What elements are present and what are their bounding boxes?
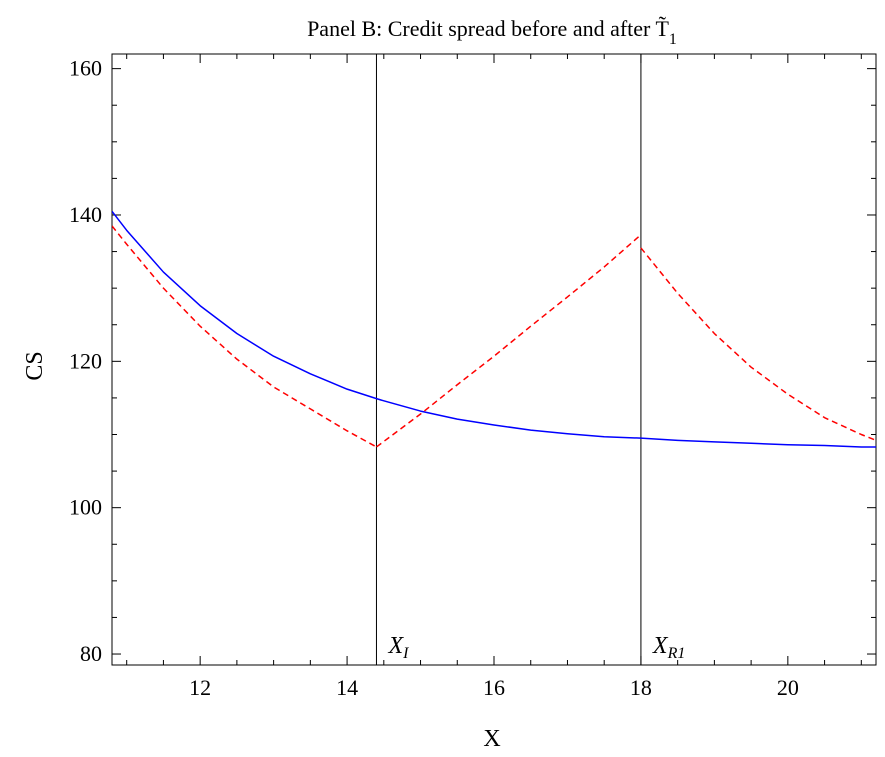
series-line-blue-solid [112,210,876,448]
x-tick-label: 16 [483,675,505,700]
y-tick-label: 120 [69,348,102,373]
vertical-line-label: XR1 [652,633,685,662]
series-line-red-dashed [640,247,876,442]
y-tick-label: 160 [69,56,102,81]
series-line-red-dashed [112,225,377,448]
x-tick-label: 20 [777,675,799,700]
x-tick-label: 14 [336,675,358,700]
y-tick-label: 140 [69,202,102,227]
x-axis-title: X [483,726,500,752]
series-line-red-dashed [376,234,642,448]
x-tick-label: 12 [189,675,211,700]
plot-frame [111,53,877,666]
x-tick-label: 18 [630,675,652,700]
plot-area: 12 14 16 18 20 80 100 120 140 160 XI XR1 [69,53,877,700]
y-tick-label: 80 [80,641,102,666]
chart-title: Panel B: Credit spread before and after … [307,16,677,48]
y-axis-title: CS [22,351,48,380]
y-tick-label: 100 [69,495,102,520]
vertical-line-label: XI [387,633,409,662]
